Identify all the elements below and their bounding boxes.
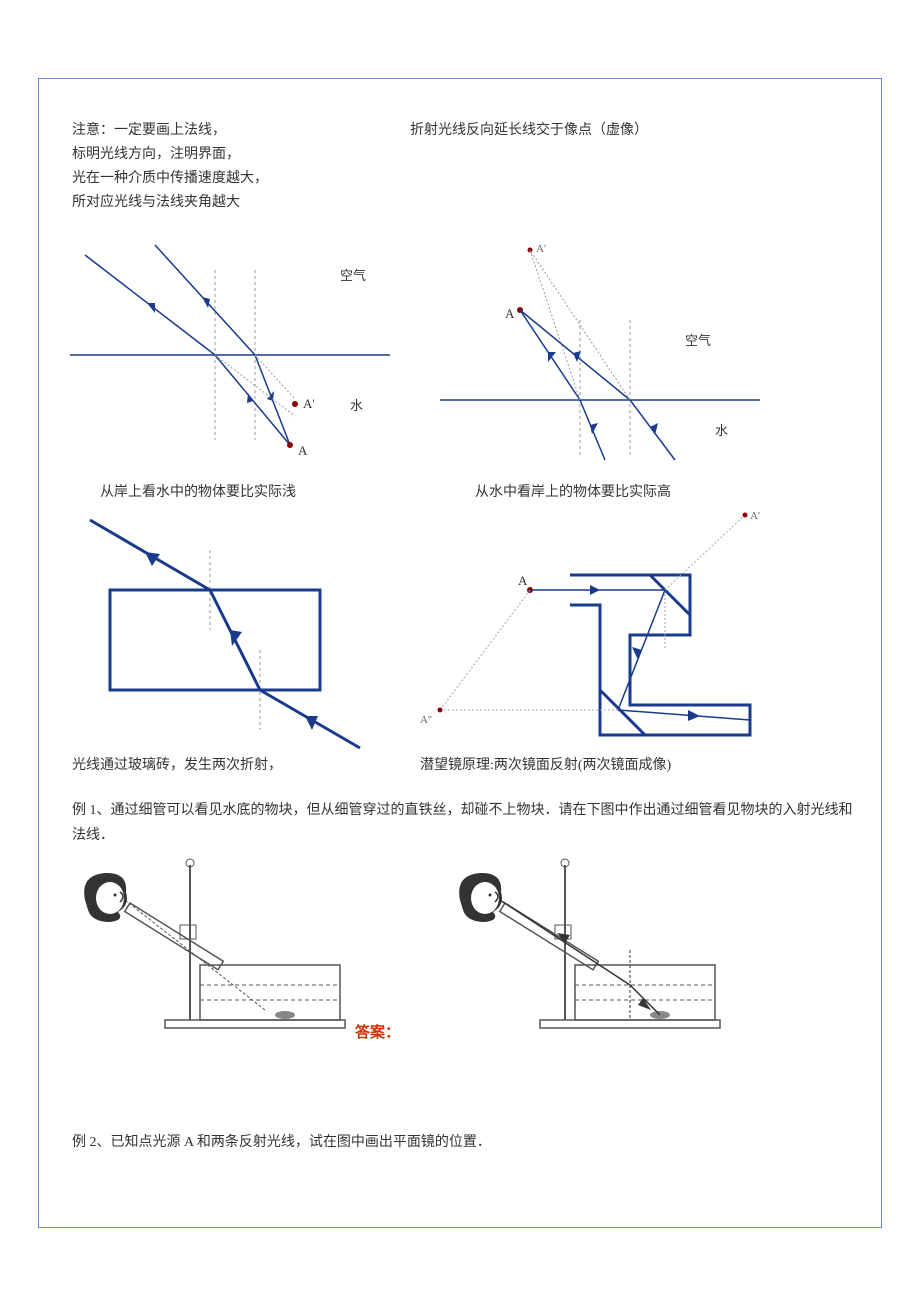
svg-text:A'': A''	[420, 714, 432, 726]
note-line1: 注意：一定要画上法线，	[72, 118, 226, 143]
svg-text:A: A	[505, 306, 515, 321]
svg-text:A: A	[518, 573, 528, 588]
answer-label: 答案：	[355, 1020, 400, 1047]
diagram-water-view: A A' 空气 水	[430, 220, 770, 470]
note-line2: 标明光线方向，注明界面，	[72, 142, 240, 167]
note-line3: 光在一种介质中传播速度越大，	[72, 166, 268, 191]
svg-text:A': A'	[750, 510, 760, 522]
example1-figure-left	[70, 855, 370, 1045]
caption-diag3: 光线通过玻璃砖，发生两次折射，	[72, 753, 282, 778]
diagram-glass-block	[60, 510, 390, 740]
caption-diag2: 从水中看岸上的物体要比实际高	[475, 480, 671, 505]
svg-text:A': A'	[536, 243, 546, 255]
example2-text: 例 2、已知点光源 A 和两条反射光线，试在图中画出平面镜的位置．	[72, 1130, 862, 1155]
caption-diag1: 从岸上看水中的物体要比实际浅	[100, 480, 296, 505]
svg-text:A': A'	[303, 396, 315, 411]
svg-text:水: 水	[715, 423, 728, 438]
note-line4: 所对应光线与法线夹角越大	[72, 190, 240, 215]
svg-text:A: A	[298, 443, 308, 458]
svg-text:空气: 空气	[685, 333, 711, 348]
caption-diag4: 潜望镜原理:两次镜面反射(两次镜面成像)	[420, 753, 671, 778]
label-water: 水	[350, 398, 363, 413]
diagram-shore-view: A A' 空气 水	[60, 220, 400, 470]
example1-figure-right	[445, 855, 745, 1045]
label-air: 空气	[340, 268, 366, 283]
diagram-periscope: A A' A''	[400, 505, 830, 745]
example1-text: 例 1、通过细管可以看见水底的物块，但从细管穿过的直铁丝，却碰不上物块．请在下图…	[72, 798, 862, 848]
note-right: 折射光线反向延长线交于像点（虚像）	[410, 118, 648, 143]
